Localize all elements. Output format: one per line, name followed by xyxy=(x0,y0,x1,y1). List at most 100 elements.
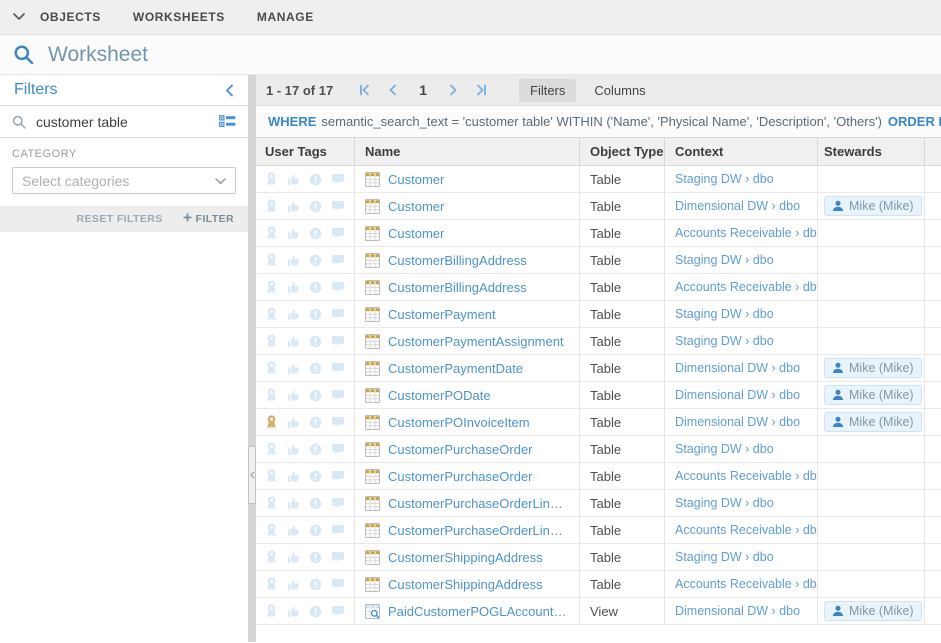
thumbs-up-icon[interactable] xyxy=(287,443,300,456)
warning-icon[interactable] xyxy=(309,389,322,402)
warning-icon[interactable] xyxy=(309,281,322,294)
warning-icon[interactable] xyxy=(309,254,322,267)
context-link[interactable]: Accounts Receivable › dbo xyxy=(675,280,818,294)
warning-icon[interactable] xyxy=(309,200,322,213)
worksheet-list-icon[interactable] xyxy=(219,115,236,128)
thumbs-up-icon[interactable] xyxy=(287,470,300,483)
context-link[interactable]: Dimensional DW › dbo xyxy=(675,415,801,429)
comment-icon[interactable] xyxy=(331,227,345,239)
object-name-link[interactable]: CustomerPurchaseOrderLineItem xyxy=(388,522,569,538)
warning-icon[interactable] xyxy=(309,335,322,348)
thumbs-up-icon[interactable] xyxy=(287,254,300,267)
steward-chip[interactable]: Mike (Mike) xyxy=(824,601,922,621)
endorsement-medal-icon[interactable] xyxy=(265,253,278,267)
comment-icon[interactable] xyxy=(331,308,345,320)
warning-icon[interactable] xyxy=(309,308,322,321)
warning-icon[interactable] xyxy=(309,578,322,591)
warning-icon[interactable] xyxy=(309,497,322,510)
object-name-link[interactable]: CustomerPayment xyxy=(388,306,496,322)
thumbs-up-icon[interactable] xyxy=(287,173,300,186)
comment-icon[interactable] xyxy=(331,389,345,401)
filters-tab-button[interactable]: Filters xyxy=(519,78,577,102)
thumbs-up-icon[interactable] xyxy=(287,335,300,348)
comment-icon[interactable] xyxy=(331,254,345,266)
steward-chip[interactable]: Mike (Mike) xyxy=(824,412,922,432)
endorsement-medal-icon[interactable] xyxy=(265,523,278,537)
object-name-link[interactable]: Customer xyxy=(388,198,445,214)
scrollbar-thumb[interactable] xyxy=(248,446,256,504)
col-user-tags[interactable]: User Tags xyxy=(256,138,355,165)
add-filter-button[interactable]: FILTER xyxy=(183,213,234,225)
context-link[interactable]: Staging DW › dbo xyxy=(675,550,774,564)
context-link[interactable]: Accounts Receivable › dbo xyxy=(675,226,818,240)
comment-icon[interactable] xyxy=(331,362,345,374)
object-name-link[interactable]: CustomerBillingAddress xyxy=(388,279,527,295)
context-link[interactable]: Staging DW › dbo xyxy=(675,172,774,186)
context-link[interactable]: Dimensional DW › dbo xyxy=(675,199,801,213)
nav-worksheets[interactable]: WORKSHEETS xyxy=(132,10,225,24)
comment-icon[interactable] xyxy=(331,173,345,185)
warning-icon[interactable] xyxy=(309,443,322,456)
endorsement-medal-icon[interactable] xyxy=(265,442,278,456)
endorsement-medal-icon[interactable] xyxy=(265,307,278,321)
thumbs-up-icon[interactable] xyxy=(287,308,300,321)
thumbs-up-icon[interactable] xyxy=(287,524,300,537)
collapse-sidebar-icon[interactable] xyxy=(225,84,234,97)
comment-icon[interactable] xyxy=(331,497,345,509)
object-name-link[interactable]: CustomerPaymentDate xyxy=(388,360,524,376)
prev-page-icon[interactable] xyxy=(386,83,400,97)
thumbs-up-icon[interactable] xyxy=(287,551,300,564)
object-name-link[interactable]: CustomerPOInvoiceItem xyxy=(388,414,530,430)
last-page-icon[interactable] xyxy=(475,83,489,97)
thumbs-up-icon[interactable] xyxy=(287,416,300,429)
warning-icon[interactable] xyxy=(309,173,322,186)
thumbs-up-icon[interactable] xyxy=(287,362,300,375)
comment-icon[interactable] xyxy=(331,335,345,347)
comment-icon[interactable] xyxy=(331,605,345,617)
object-name-link[interactable]: CustomerShippingAddress xyxy=(388,576,543,592)
thumbs-up-icon[interactable] xyxy=(287,497,300,510)
object-name-link[interactable]: Customer xyxy=(388,171,445,187)
context-link[interactable]: Staging DW › dbo xyxy=(675,334,774,348)
context-link[interactable]: Accounts Receivable › dbo xyxy=(675,523,818,537)
col-name[interactable]: Name xyxy=(355,138,580,165)
endorsement-medal-icon[interactable] xyxy=(265,334,278,348)
comment-icon[interactable] xyxy=(331,281,345,293)
object-name-link[interactable]: Customer xyxy=(388,225,445,241)
object-name-link[interactable]: CustomerPODate xyxy=(388,387,491,403)
warning-icon[interactable] xyxy=(309,524,322,537)
comment-icon[interactable] xyxy=(331,443,345,455)
search-input[interactable] xyxy=(36,113,219,130)
steward-chip[interactable]: Mike (Mike) xyxy=(824,196,922,216)
endorsement-medal-icon[interactable] xyxy=(265,172,278,186)
comment-icon[interactable] xyxy=(331,200,345,212)
endorsement-medal-icon[interactable] xyxy=(265,577,278,591)
object-name-link[interactable]: CustomerShippingAddress xyxy=(388,549,543,565)
warning-icon[interactable] xyxy=(309,227,322,240)
object-name-link[interactable]: CustomerBillingAddress xyxy=(388,252,527,268)
endorsement-medal-icon[interactable] xyxy=(265,604,278,618)
context-link[interactable]: Staging DW › dbo xyxy=(675,253,774,267)
context-link[interactable]: Dimensional DW › dbo xyxy=(675,604,801,618)
object-name-link[interactable]: CustomerPurchaseOrder xyxy=(388,441,533,457)
context-link[interactable]: Staging DW › dbo xyxy=(675,496,774,510)
object-name-link[interactable]: CustomerPurchaseOrder xyxy=(388,468,533,484)
comment-icon[interactable] xyxy=(331,524,345,536)
comment-icon[interactable] xyxy=(331,416,345,428)
thumbs-up-icon[interactable] xyxy=(287,578,300,591)
col-stewards[interactable]: Stewards xyxy=(818,138,925,165)
warning-icon[interactable] xyxy=(309,416,322,429)
context-link[interactable]: Staging DW › dbo xyxy=(675,442,774,456)
warning-icon[interactable] xyxy=(309,470,322,483)
object-name-link[interactable]: PaidCustomerPOGLAccountView xyxy=(388,603,569,619)
col-context[interactable]: Context xyxy=(665,138,818,165)
warning-icon[interactable] xyxy=(309,605,322,618)
warning-icon[interactable] xyxy=(309,362,322,375)
nav-manage[interactable]: MANAGE xyxy=(256,10,314,24)
thumbs-up-icon[interactable] xyxy=(287,389,300,402)
first-page-icon[interactable] xyxy=(357,83,371,97)
columns-tab-button[interactable]: Columns xyxy=(594,82,646,98)
comment-icon[interactable] xyxy=(331,470,345,482)
reset-filters-button[interactable]: RESET FILTERS xyxy=(76,213,163,225)
comment-icon[interactable] xyxy=(331,578,345,590)
